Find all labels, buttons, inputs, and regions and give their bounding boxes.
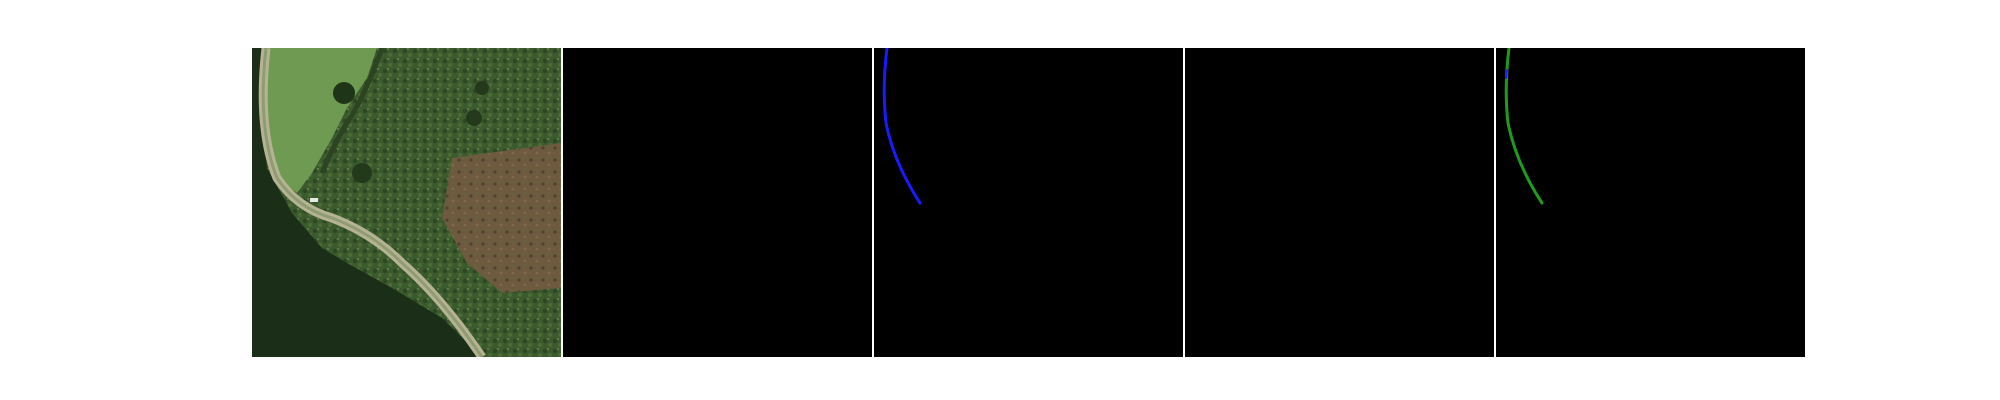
tree (333, 82, 355, 104)
brushland (442, 143, 561, 293)
blue-curve-segment (1505, 69, 1508, 79)
blue-line-mask-panel (874, 48, 1183, 357)
blank-mask-panel-1 (563, 48, 872, 357)
blank-mask-panel-2 (1185, 48, 1494, 357)
aerial-image (252, 48, 561, 357)
green-line-overlay (1504, 48, 1544, 205)
tree (466, 110, 482, 126)
aerial-image-panel (252, 48, 561, 357)
blue-curve (882, 48, 922, 205)
blue-line-mask (882, 48, 922, 205)
vehicle (310, 198, 318, 202)
green-curve (1504, 48, 1544, 205)
green-line-overlay-panel (1496, 48, 1805, 357)
stream (319, 48, 385, 174)
tree (475, 81, 489, 95)
tree (352, 163, 372, 183)
